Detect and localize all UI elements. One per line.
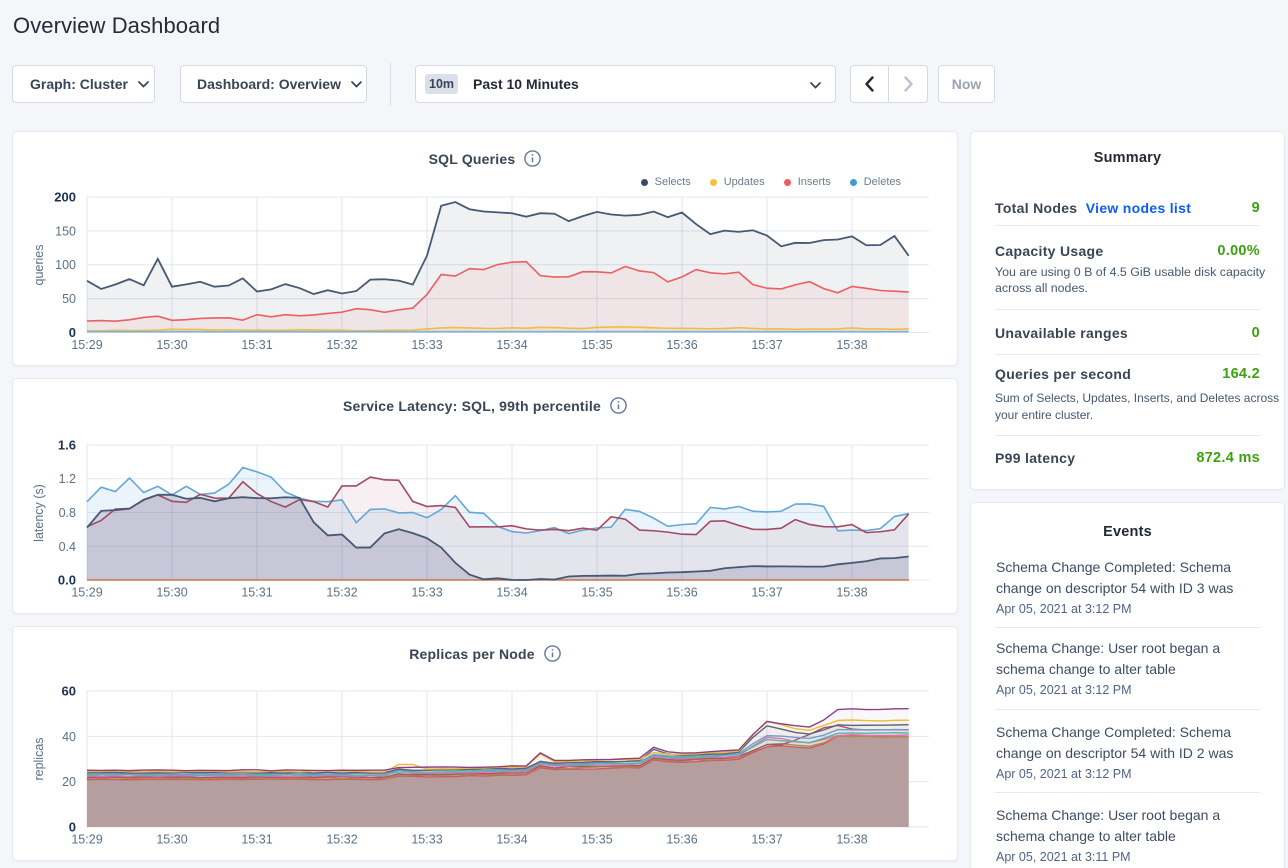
svg-text:15:36: 15:36 [666,833,697,847]
svg-text:0: 0 [69,325,76,340]
svg-text:15:36: 15:36 [666,586,697,600]
svg-text:60: 60 [62,684,76,699]
svg-text:15:34: 15:34 [496,833,527,847]
svg-text:15:35: 15:35 [581,833,612,847]
svg-text:15:34: 15:34 [496,338,527,352]
svg-text:20: 20 [62,775,76,789]
svg-text:15:38: 15:38 [836,833,867,847]
svg-text:15:38: 15:38 [836,586,867,600]
svg-text:15:32: 15:32 [326,833,357,847]
svg-text:15:33: 15:33 [411,833,442,847]
svg-text:15:32: 15:32 [326,338,357,352]
svg-text:1.6: 1.6 [58,438,76,453]
svg-text:15:30: 15:30 [156,833,187,847]
svg-text:15:29: 15:29 [71,833,102,847]
svg-text:15:31: 15:31 [241,586,272,600]
svg-text:15:34: 15:34 [496,586,527,600]
svg-text:15:32: 15:32 [326,586,357,600]
svg-text:15:36: 15:36 [666,338,697,352]
svg-text:1.2: 1.2 [59,472,76,486]
svg-text:100: 100 [55,258,76,272]
svg-text:0.4: 0.4 [59,540,76,554]
svg-text:queries: queries [32,245,46,286]
svg-text:150: 150 [55,224,76,238]
svg-text:15:31: 15:31 [241,833,272,847]
svg-text:15:29: 15:29 [71,338,102,352]
svg-text:latency (s): latency (s) [32,484,46,542]
svg-text:15:37: 15:37 [751,833,782,847]
svg-text:15:37: 15:37 [751,586,782,600]
svg-text:0.8: 0.8 [59,506,76,520]
svg-text:15:38: 15:38 [836,338,867,352]
svg-text:15:31: 15:31 [241,338,272,352]
svg-text:40: 40 [62,730,76,744]
svg-text:15:35: 15:35 [581,586,612,600]
svg-text:15:37: 15:37 [751,338,782,352]
svg-text:replicas: replicas [32,737,46,780]
svg-text:0.0: 0.0 [58,573,76,588]
svg-text:15:30: 15:30 [156,586,187,600]
svg-text:15:33: 15:33 [411,338,442,352]
svg-text:15:35: 15:35 [581,338,612,352]
svg-text:15:29: 15:29 [71,586,102,600]
svg-text:15:33: 15:33 [411,586,442,600]
svg-text:15:30: 15:30 [156,338,187,352]
svg-text:0: 0 [69,820,76,835]
svg-text:200: 200 [54,190,76,205]
svg-text:50: 50 [62,292,76,306]
